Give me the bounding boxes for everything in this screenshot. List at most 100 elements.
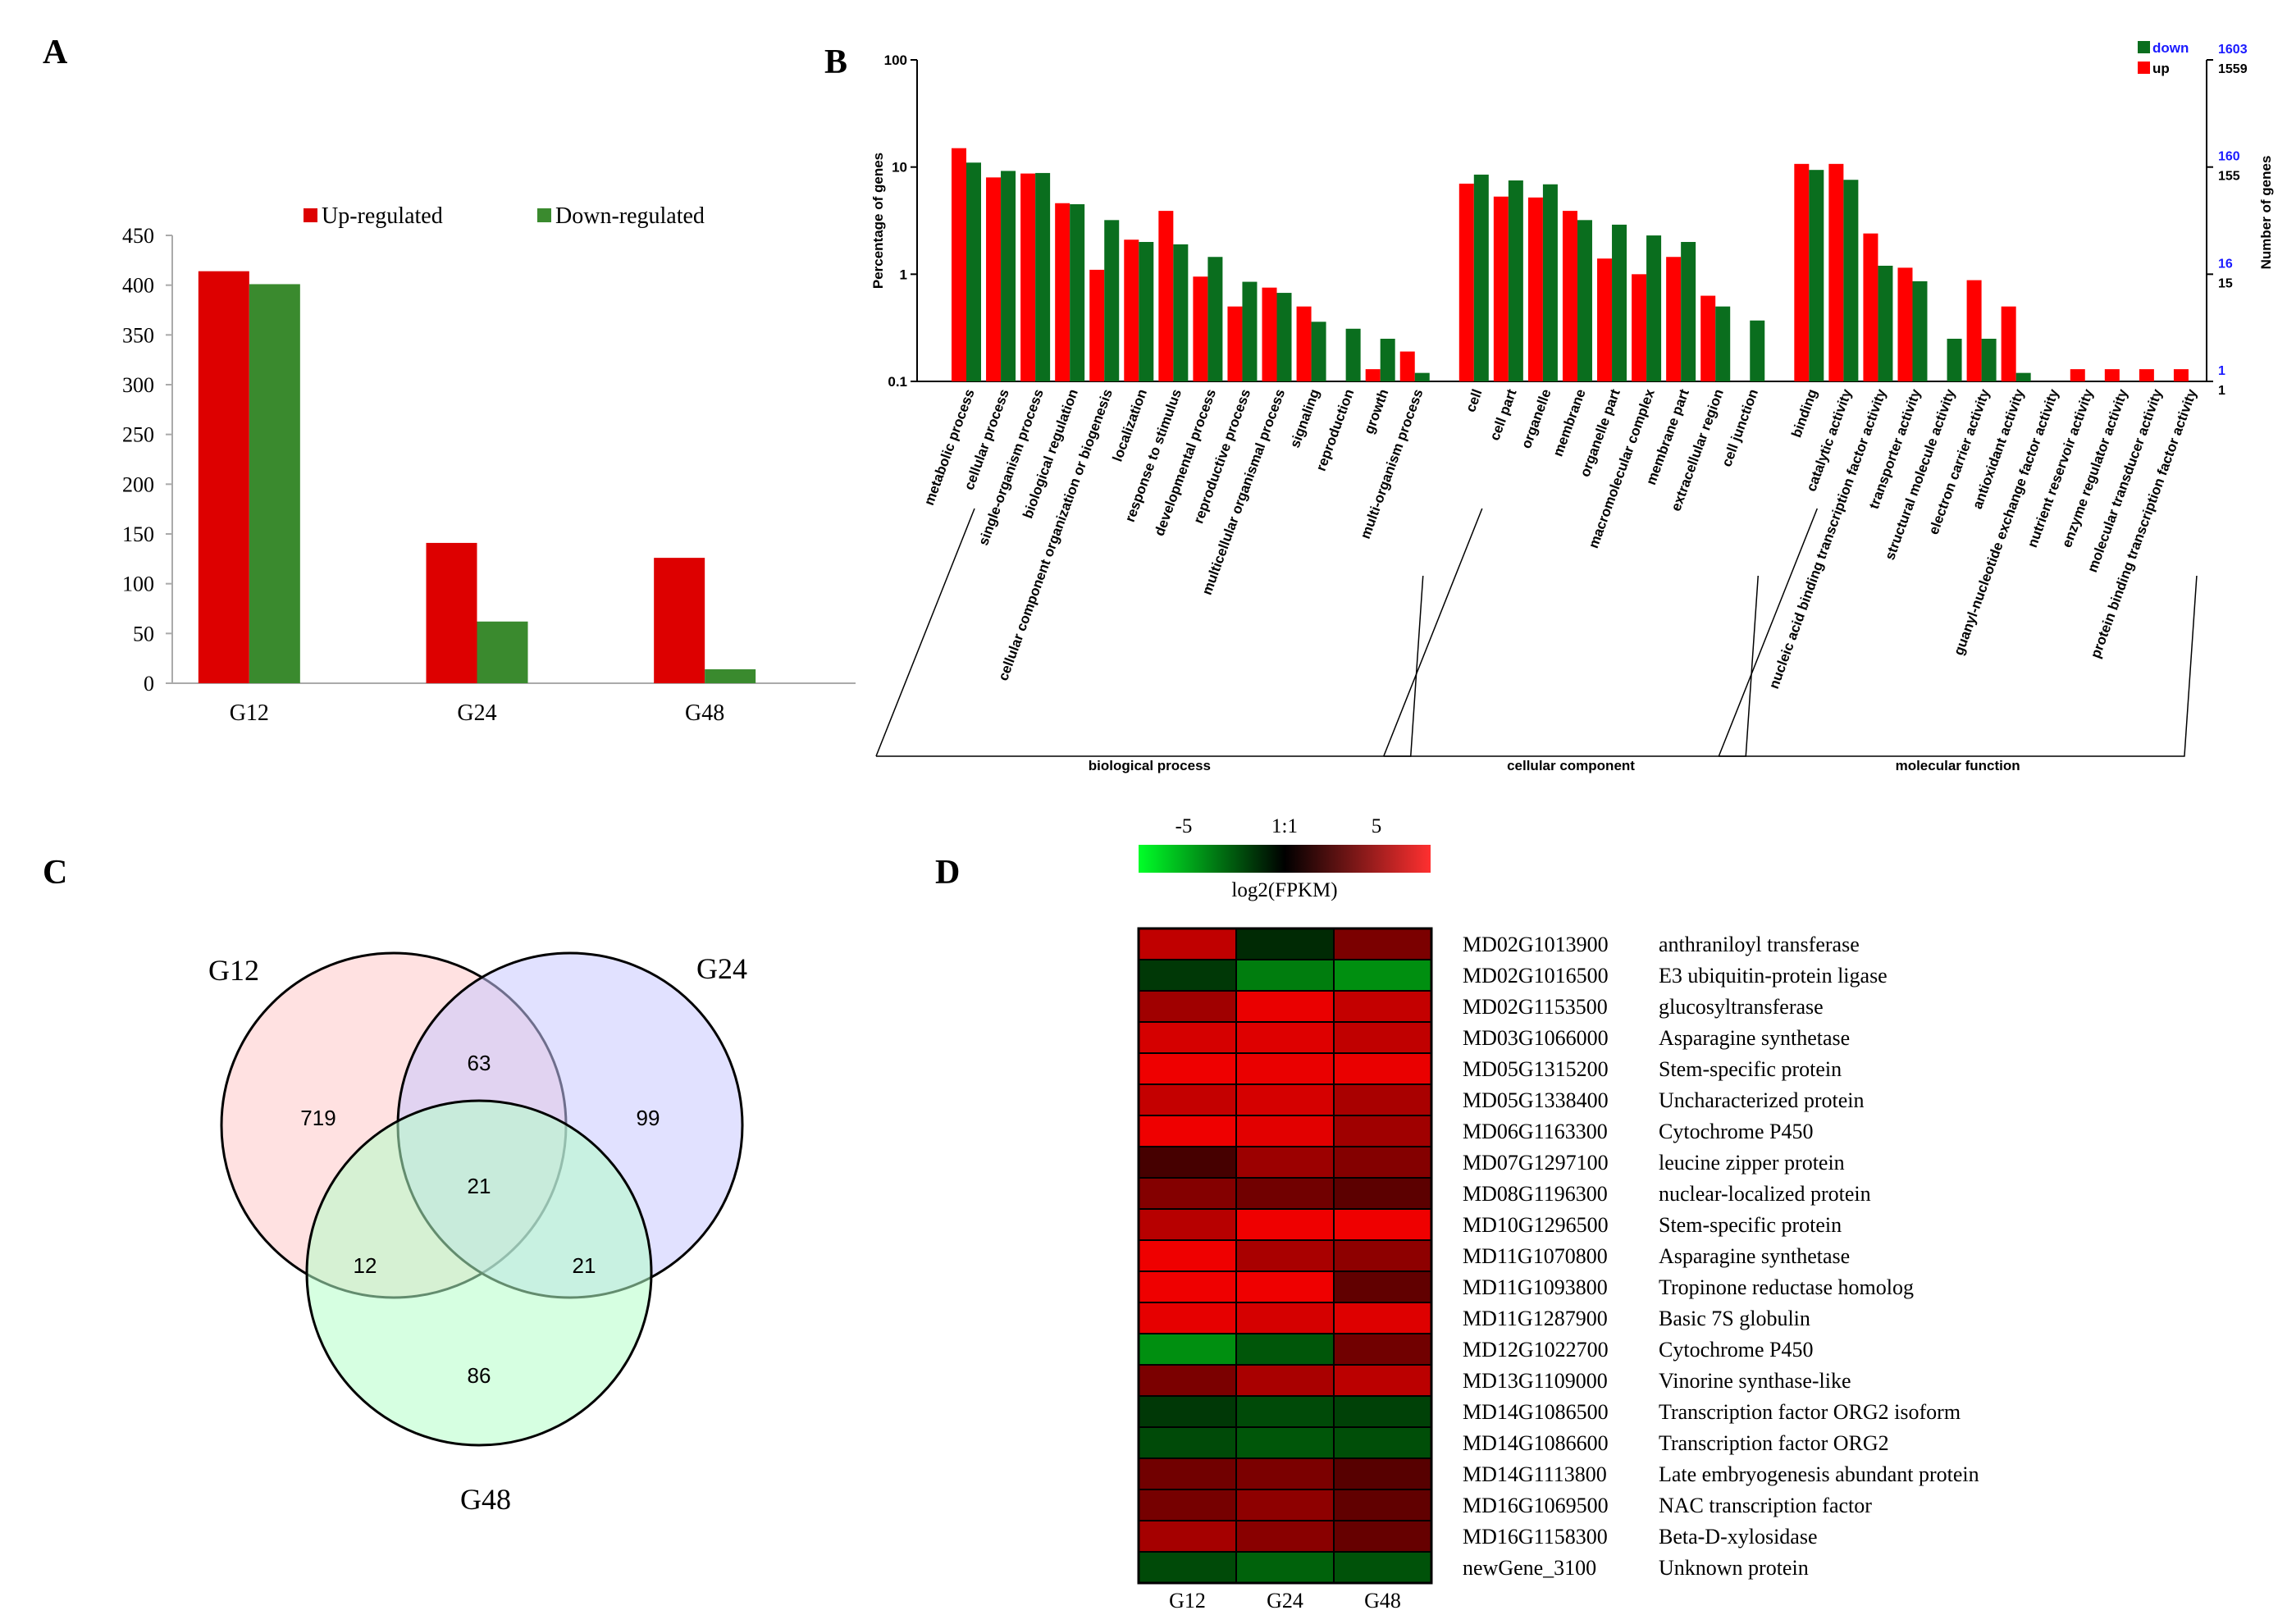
bar-up xyxy=(1158,211,1174,381)
group-bracket xyxy=(1383,575,1760,757)
bar-up xyxy=(1262,287,1277,381)
heatmap-gene-desc: nuclear-localized protein xyxy=(1659,1182,1871,1206)
bar-down xyxy=(1843,180,1859,381)
heatmap-cell xyxy=(1333,1052,1432,1085)
bar-up xyxy=(1966,280,1982,381)
heatmap-gene-desc: Transcription factor ORG2 isoform xyxy=(1659,1400,1961,1424)
bar-down-regulated-g24 xyxy=(477,621,528,683)
bar-down xyxy=(1809,170,1824,381)
right-tick-down-label: 16 xyxy=(2218,257,2233,271)
heatmap-cell xyxy=(1138,1239,1237,1272)
venn-region-g12-only: 719 xyxy=(300,1106,336,1130)
group-bracket-left xyxy=(1718,508,1819,757)
heatmap-cell xyxy=(1333,1270,1432,1303)
heatmap-gene-id: MD07G1297100 xyxy=(1463,1151,1609,1175)
heatmap-cell xyxy=(1138,990,1237,1023)
heatmap-gene-desc: Stem-specific protein xyxy=(1659,1213,1842,1237)
heatmap-gene-id: MD03G1066000 xyxy=(1463,1026,1609,1050)
heatmap-cell xyxy=(1235,1489,1335,1521)
heatmap-gene-id: MD02G1016500 xyxy=(1463,964,1609,988)
bar-up xyxy=(1527,197,1543,381)
heatmap-cell xyxy=(1138,1395,1237,1428)
heatmap-cell xyxy=(1235,1021,1335,1054)
right-tick-up-label: 155 xyxy=(2218,170,2240,184)
heatmap-cell xyxy=(1235,1395,1335,1428)
right-axis-title: Number of genes xyxy=(2258,156,2274,270)
heatmap-cell xyxy=(1235,1457,1335,1490)
right-tick-down-label: 1603 xyxy=(2218,43,2248,57)
group-bracket xyxy=(876,575,1424,757)
legend-label-up-regulated: Up-regulated xyxy=(322,203,443,229)
bar-up xyxy=(1055,203,1070,381)
bar-up xyxy=(1794,163,1810,381)
x-category-label: cell junction xyxy=(1719,387,1761,469)
heatmap-gene-id: MD10G1296500 xyxy=(1463,1213,1609,1237)
x-category-label: signaling xyxy=(1287,387,1322,450)
heatmap-gene-desc: leucine zipper protein xyxy=(1659,1151,1845,1175)
heatmap-cell xyxy=(1333,1520,1432,1553)
heatmap-gene-desc: Asparagine synthetase xyxy=(1659,1026,1850,1050)
bar-up xyxy=(1227,306,1243,381)
heatmap-cell xyxy=(1138,1489,1237,1521)
heatmap-cell xyxy=(1333,1333,1432,1366)
bar-down xyxy=(1750,320,1765,381)
bar-up xyxy=(986,177,1002,381)
venn-c-svg: G12 G24 G48 719 99 86 63 12 21 21 xyxy=(208,951,747,1516)
panel-letter-c: C xyxy=(43,854,68,892)
heatmap-cell xyxy=(1235,1239,1335,1272)
heatmap-cell xyxy=(1235,1052,1335,1085)
x-tick-label: G12 xyxy=(230,700,269,726)
bar-up xyxy=(1863,233,1878,381)
heatmap-cell xyxy=(1235,928,1335,960)
bar-down xyxy=(1473,174,1489,381)
heatmap-cell xyxy=(1333,1115,1432,1147)
bar-down xyxy=(1947,339,1962,381)
bar-down xyxy=(1981,339,1997,381)
heatmap-cell xyxy=(1138,1520,1237,1553)
legend-label-down-regulated: Down-regulated xyxy=(555,203,705,229)
chart-a-svg: 0 50 100 150 200 250 300 350 400 450 G12 G24 G48 Up-r… xyxy=(122,203,856,726)
y-tick-label: 0 xyxy=(144,672,154,696)
heatmap-cell xyxy=(1138,1364,1237,1397)
heatmap-cell xyxy=(1138,1270,1237,1303)
heatmap-cell xyxy=(1138,1457,1237,1490)
y-tick-label: 300 xyxy=(122,373,154,397)
heatmap-gene-desc: Late embryogenesis abundant protein xyxy=(1659,1462,1979,1486)
bar-down xyxy=(1035,172,1051,381)
bar-down xyxy=(1612,224,1627,381)
bar-down xyxy=(1681,241,1696,381)
venn-region-g48-only: 86 xyxy=(468,1363,491,1388)
heatmap-cell xyxy=(1333,1239,1432,1272)
bar-down xyxy=(1276,293,1292,381)
y-tick-label: 10 xyxy=(892,160,907,176)
heatmap-cell xyxy=(1235,1426,1335,1459)
legend-swatch-down xyxy=(2138,41,2150,53)
bar-down-regulated-g48 xyxy=(705,669,756,683)
heatmap-cell xyxy=(1138,1021,1237,1054)
bar-up xyxy=(1632,274,1647,381)
heatmap-cell xyxy=(1235,1270,1335,1303)
heatmap-cell xyxy=(1333,1177,1432,1210)
legend-swatch-up-regulated xyxy=(304,208,317,222)
y-tick-label: 150 xyxy=(122,522,154,546)
heatmap-gene-id: MD05G1315200 xyxy=(1463,1057,1609,1081)
heatmap-gene-desc: Uncharacterized protein xyxy=(1659,1088,1864,1112)
heatmap-cell xyxy=(1333,1021,1432,1054)
legend-label-down: down xyxy=(2152,40,2189,56)
heatmap-cell xyxy=(1333,1395,1432,1428)
heatmap-gene-desc: E3 ubiquitin-protein ligase xyxy=(1659,964,1888,988)
venn-region-g24-g48: 21 xyxy=(573,1253,596,1278)
heatmap-gene-id: MD05G1338400 xyxy=(1463,1088,1609,1112)
y-tick-label: 1 xyxy=(900,267,907,282)
x-category-label: single-organism process xyxy=(975,387,1047,548)
right-tick-up-label: 1 xyxy=(2218,384,2225,398)
bar-down xyxy=(1577,220,1592,381)
heatmap-gene-id: MD11G1287900 xyxy=(1463,1307,1608,1330)
heatmap-gene-id: MD14G1113800 xyxy=(1463,1462,1607,1486)
heatmap-border xyxy=(1137,927,1433,1585)
heatmap-gene-id: newGene_3100 xyxy=(1463,1556,1596,1580)
bar-down xyxy=(1508,180,1523,381)
bar-down xyxy=(1104,220,1120,381)
heatmap-gene-desc: Basic 7S globulin xyxy=(1659,1307,1810,1330)
heatmap-gene-desc: Tropinone reductase homolog xyxy=(1659,1275,1914,1299)
